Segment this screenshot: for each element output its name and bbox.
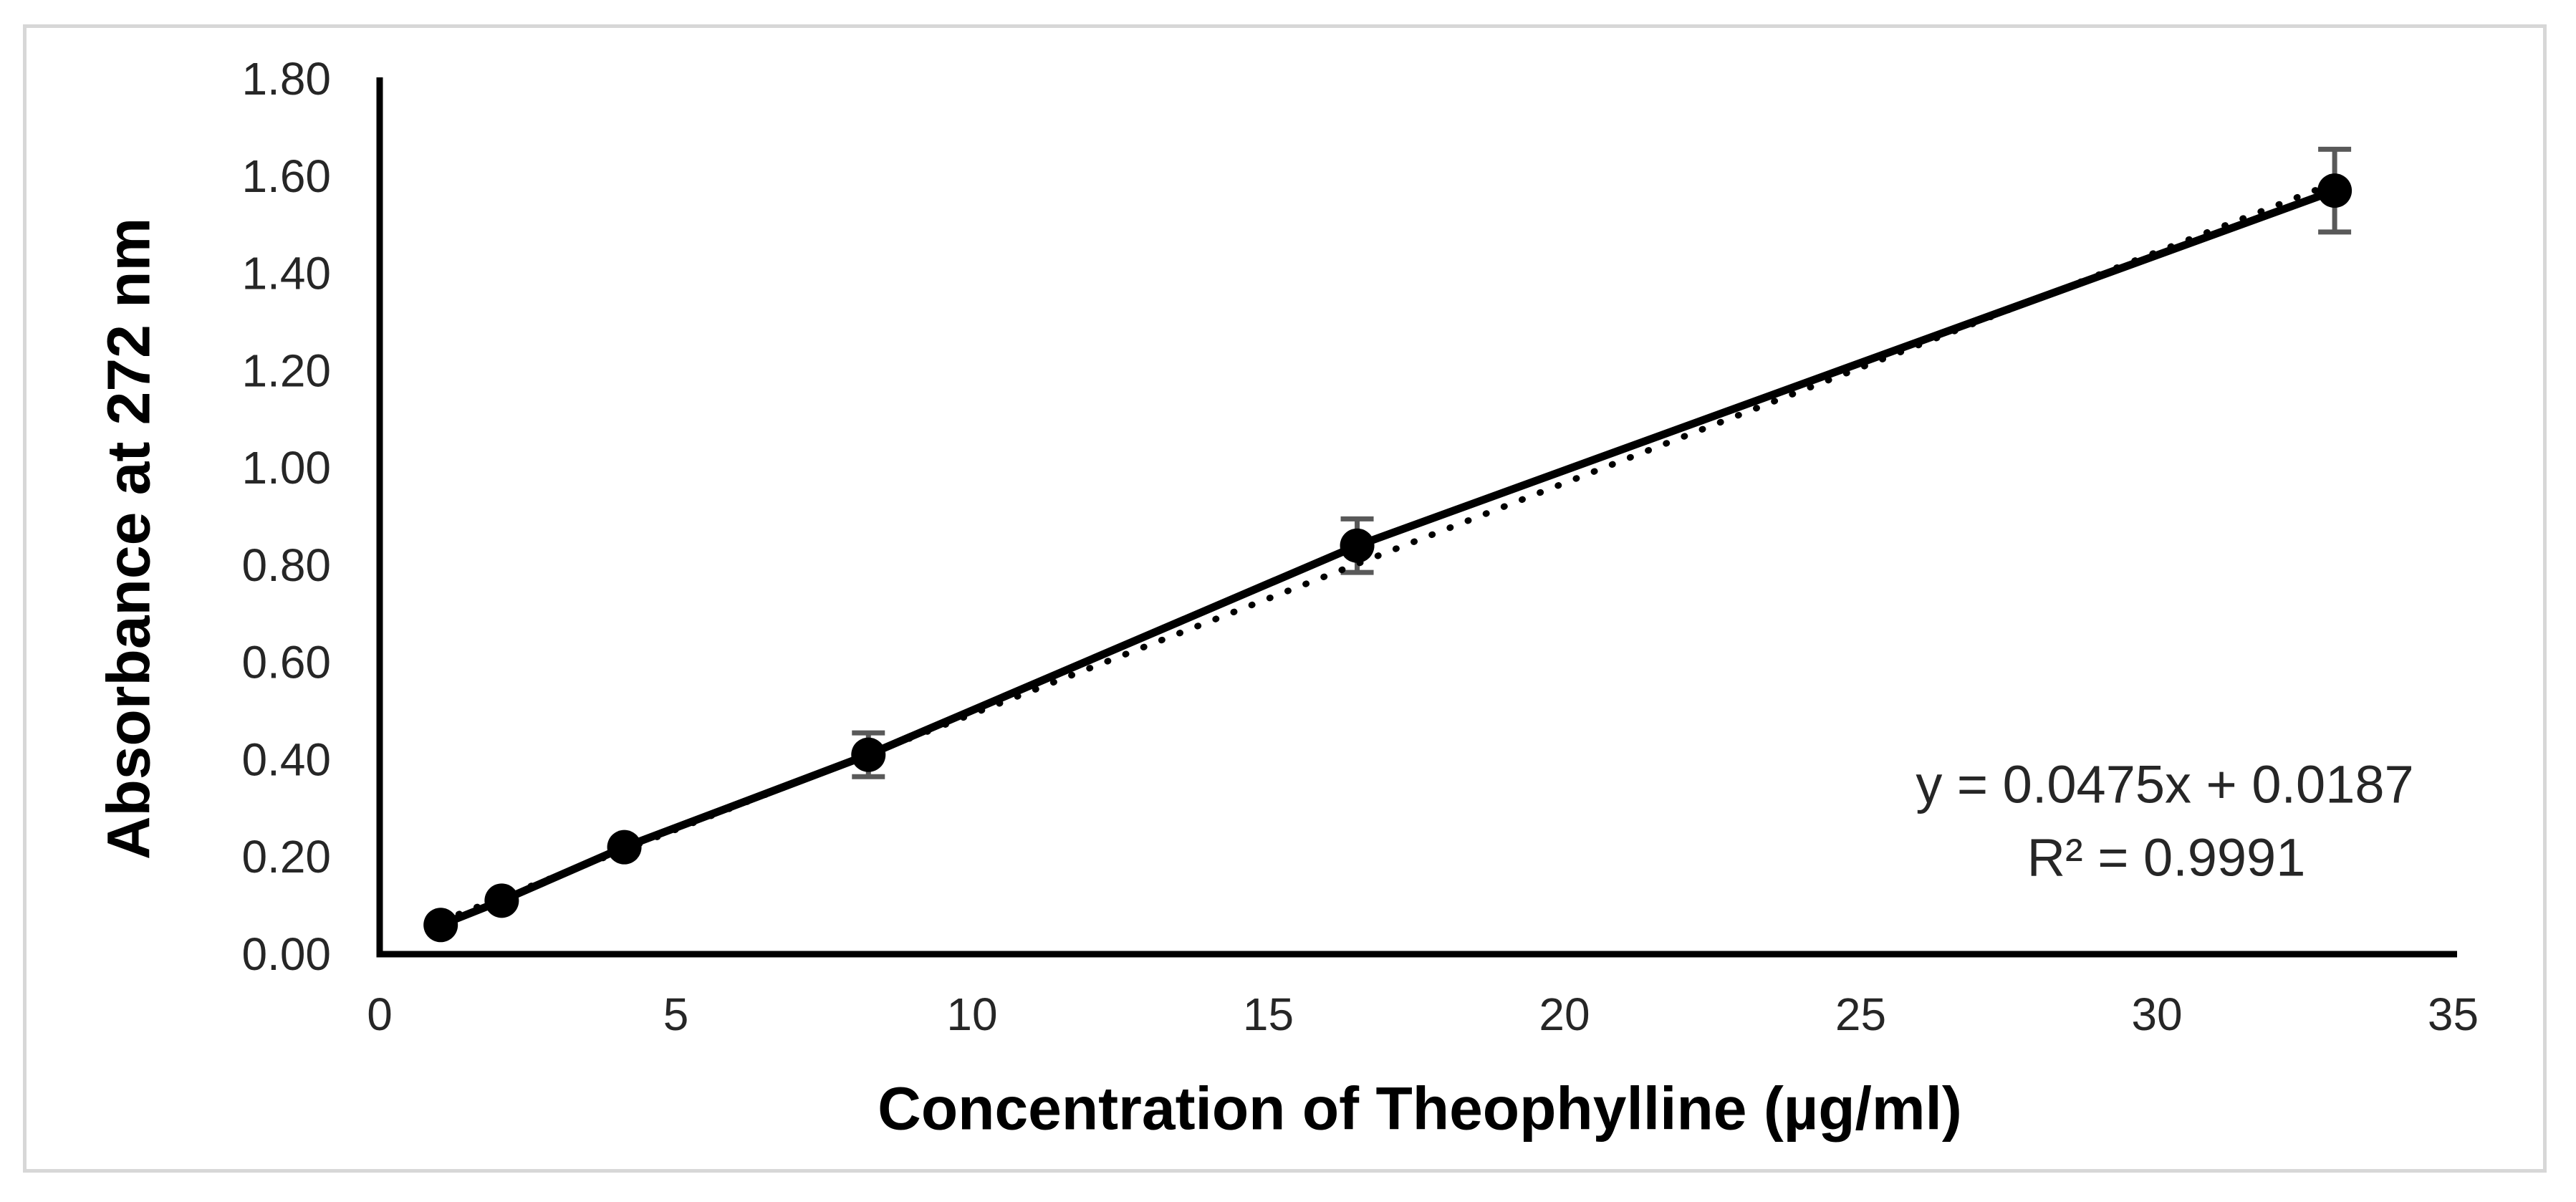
y-tick-label: 1.40 [241,248,331,299]
data-marker [851,737,886,772]
x-tick-label: 0 [367,989,393,1040]
data-marker [2317,173,2352,208]
data-marker [607,830,642,865]
x-tick-label: 5 [663,989,689,1040]
chart-border-frame [23,24,2547,1173]
x-tick-label: 35 [2428,989,2479,1040]
x-tick-label: 30 [2131,989,2182,1040]
y-tick-label: 1.80 [241,53,331,105]
y-tick-label: 0.80 [241,539,331,591]
y-tick-label: 0.20 [241,831,331,883]
r-squared-label: R² = 0.9991 [2027,827,2306,888]
data-marker [423,908,458,943]
y-axis-title: Absorbance at 272 nm [95,217,163,860]
x-tick-label: 25 [1835,989,1886,1040]
axis-lines [376,77,2457,958]
x-tick-label: 20 [1539,989,1590,1040]
x-axis-title: Concentration of Theophylline (µg/ml) [878,1074,1962,1143]
y-tick-label: 0.00 [241,928,331,980]
y-tick-label: 1.60 [241,150,331,202]
x-tick-label: 15 [1243,989,1294,1040]
y-tick-label: 0.40 [241,734,331,785]
y-tick-label: 0.60 [241,637,331,688]
data-marker [484,883,519,918]
y-tick-label: 1.00 [241,442,331,494]
data-marker [1340,528,1375,563]
trendline-equation-label: y = 0.0475x + 0.0187 [1916,754,2414,814]
x-tick-label: 10 [946,989,997,1040]
y-tick-label: 1.20 [241,345,331,396]
